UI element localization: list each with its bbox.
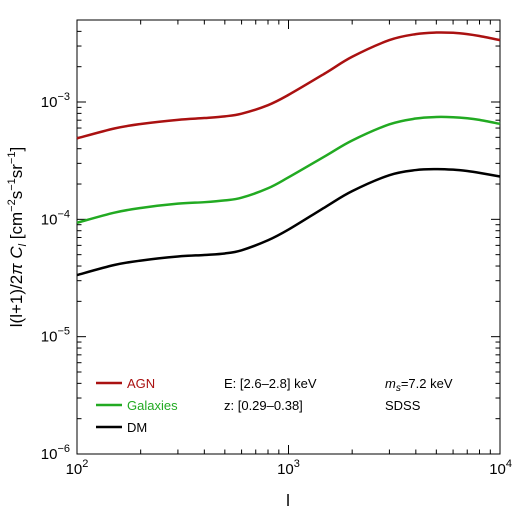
x-tick-label-exp: 3 bbox=[294, 458, 300, 470]
y-tick-label-base: 10 bbox=[41, 94, 58, 111]
x-tick-label: 103 bbox=[277, 458, 300, 478]
x-tick-label: 104 bbox=[489, 458, 512, 478]
x-tick-label-base: 10 bbox=[277, 461, 294, 478]
minor-ticks bbox=[77, 19, 500, 454]
y-tick-label-base: 10 bbox=[41, 211, 58, 228]
x-tick-label-exp: 2 bbox=[82, 458, 88, 470]
mass-annotation: ms=7.2 keV bbox=[385, 376, 453, 394]
x-tick-label-base: 10 bbox=[66, 461, 83, 478]
major-ticks bbox=[76, 20, 501, 455]
x-tick-label: 102 bbox=[66, 458, 89, 478]
y-axis-title-exp1: −2 bbox=[6, 199, 18, 212]
y-axis-title-exp3: −1 bbox=[6, 152, 18, 165]
y-tick-label: 10−5 bbox=[41, 326, 70, 346]
y-tick-label-exp: −5 bbox=[57, 326, 70, 338]
y-axis-title-pi: π bbox=[7, 263, 26, 275]
y-tick-label-exp: −3 bbox=[57, 91, 70, 103]
y-axis-title-sr: sr bbox=[7, 164, 26, 179]
y-axis-title-unit: [cm bbox=[7, 212, 26, 244]
legend-label-agn: AGN bbox=[127, 376, 155, 391]
survey-annotation: SDSS bbox=[385, 398, 421, 413]
legend-label-dm: DM bbox=[127, 420, 147, 435]
x-tick-labels: 102 103 104 bbox=[66, 458, 512, 478]
y-tick-label-exp: −4 bbox=[57, 208, 70, 220]
y-axis-title-part: l(l+1)/2 bbox=[7, 275, 26, 327]
x-axis-title: l bbox=[286, 491, 290, 510]
series-line-agn bbox=[76, 31, 501, 140]
redshift-annotation: z: [0.29–0.38] bbox=[224, 398, 303, 413]
y-axis-title: l(l+1)/2π Cl [cm−2s−1sr−1] bbox=[6, 147, 29, 327]
series-line-galaxies bbox=[76, 115, 501, 224]
y-axis-title-close: ] bbox=[7, 147, 26, 152]
legend-label-galaxies: Galaxies bbox=[127, 398, 178, 413]
y-tick-label-exp: −6 bbox=[57, 443, 70, 455]
mass-subscript: s bbox=[396, 383, 401, 394]
y-axis-title-c: C bbox=[7, 246, 26, 259]
y-tick-label-base: 10 bbox=[41, 446, 58, 463]
legend: AGN Galaxies DM bbox=[96, 376, 178, 435]
y-tick-label-base: 10 bbox=[41, 329, 58, 346]
series-lines bbox=[76, 31, 501, 277]
mass-symbol: m bbox=[385, 376, 396, 391]
y-axis-title-c-sub: l bbox=[17, 243, 29, 246]
mass-value: =7.2 keV bbox=[401, 376, 453, 391]
y-tick-label: 10−3 bbox=[41, 91, 70, 111]
y-tick-label: 10−6 bbox=[41, 443, 70, 463]
y-tick-labels: 10−610−510−410−3 bbox=[41, 91, 70, 463]
y-tick-label: 10−4 bbox=[41, 208, 70, 228]
series-line-dm bbox=[76, 167, 501, 277]
x-tick-label-base: 10 bbox=[489, 461, 506, 478]
y-axis-title-exp2: −1 bbox=[6, 178, 18, 191]
y-axis-title-s: s bbox=[7, 191, 26, 200]
energy-annotation: E: [2.6–2.8] keV bbox=[224, 376, 317, 391]
x-tick-label-exp: 4 bbox=[506, 458, 512, 470]
